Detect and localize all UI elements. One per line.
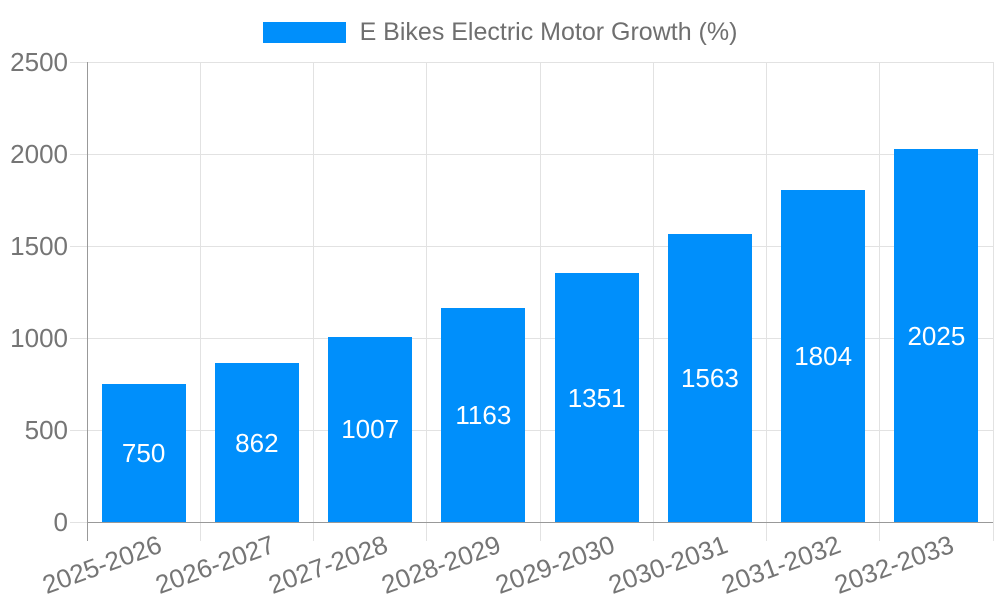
bar-value-label: 1351 (567, 382, 626, 413)
v-gridline (426, 62, 428, 541)
bar[interactable] (894, 149, 979, 522)
v-gridline (539, 62, 541, 541)
legend-swatch (262, 22, 346, 43)
h-gridline (70, 245, 993, 247)
bar-value-label: 1007 (341, 414, 400, 445)
y-axis-tick-label: 500 (24, 415, 68, 445)
h-gridline (70, 337, 993, 339)
y-axis-tick-label: 1000 (10, 323, 68, 353)
h-gridline (70, 61, 993, 63)
v-gridline (652, 62, 654, 541)
legend[interactable]: E Bikes Electric Motor Growth (%) (0, 18, 1000, 47)
bar-value-label: 1163 (455, 400, 512, 430)
bar-value-label: 862 (235, 427, 279, 458)
bar-value-label: 2025 (907, 320, 966, 351)
bar[interactable] (781, 190, 866, 522)
y-axis-tick-label: 2000 (10, 139, 68, 169)
y-axis-tick-label: 2500 (10, 47, 68, 77)
bar-value-label: 1563 (680, 363, 739, 394)
x-axis-line (87, 521, 993, 523)
bar[interactable] (214, 363, 299, 522)
y-axis-tick-label: 0 (53, 507, 68, 537)
v-gridline (766, 62, 767, 541)
h-gridline (70, 429, 993, 431)
v-gridline (992, 62, 994, 541)
v-gridline (879, 62, 881, 541)
bar-value-label: 1804 (794, 341, 853, 372)
bar-value-label: 750 (121, 438, 166, 468)
v-gridline (313, 62, 314, 541)
y-axis-tick-label: 1500 (10, 231, 68, 261)
bar[interactable] (101, 384, 186, 522)
bar[interactable] (328, 336, 413, 522)
y-axis-line (86, 62, 88, 541)
bar[interactable] (667, 234, 752, 522)
legend-label: E Bikes Electric Motor Growth (%) (359, 18, 738, 46)
bar[interactable] (554, 273, 639, 522)
v-gridline (199, 62, 201, 541)
h-gridline (70, 153, 993, 155)
bar[interactable] (441, 308, 526, 522)
